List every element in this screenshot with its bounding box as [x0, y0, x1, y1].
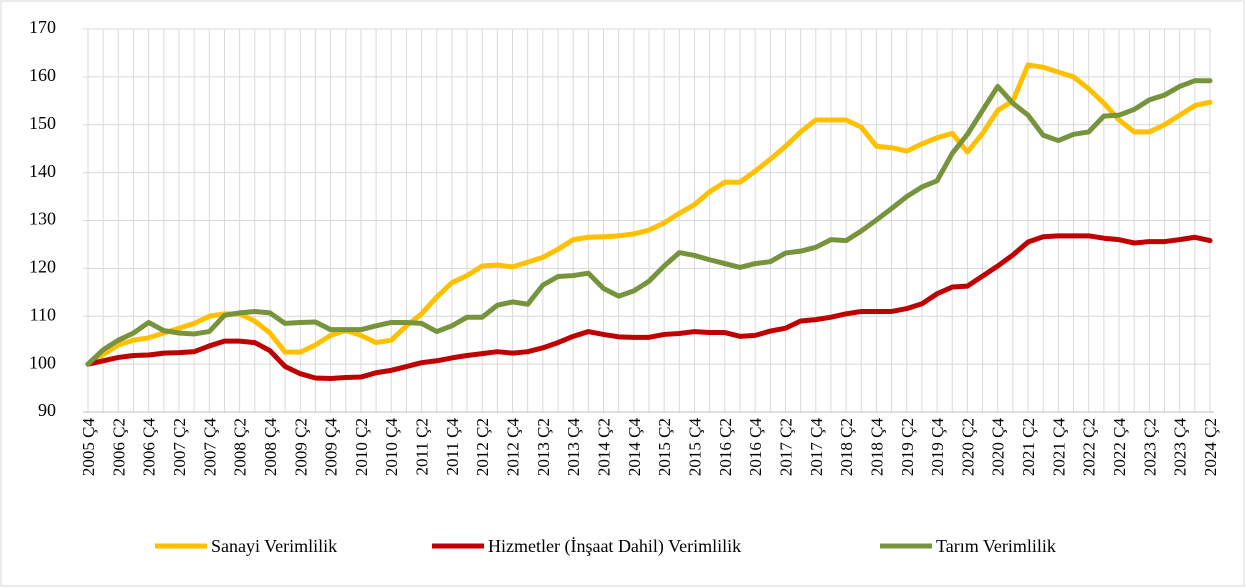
y-tick-label: 100	[29, 352, 56, 372]
x-tick-label: 2010 Ç4	[382, 418, 401, 477]
x-tick-label: 2021 Ç4	[1049, 418, 1068, 477]
x-tick-label: 2006 Ç2	[109, 418, 128, 476]
legend-label: Tarım Verimlilik	[936, 536, 1056, 556]
x-tick-label: 2022 Ç2	[1080, 418, 1099, 476]
x-tick-label: 2023 Ç4	[1171, 418, 1190, 477]
x-tick-label: 2011 Ç4	[443, 418, 462, 476]
x-tick-label: 2014 Ç2	[595, 418, 614, 476]
line-series	[85, 233, 1213, 381]
legend-label: Sanayi Verimlilik	[211, 536, 337, 556]
x-tick-label: 2024 Ç2	[1201, 418, 1220, 476]
y-tick-label: 160	[29, 65, 56, 85]
x-tick-label: 2009 Ç2	[291, 418, 310, 476]
x-tick-label: 2011 Ç2	[413, 418, 432, 475]
x-tick-label: 2005 Ç4	[79, 418, 98, 477]
x-tick-label: 2014 Ç4	[625, 418, 644, 477]
x-tick-label: 2013 Ç4	[564, 418, 583, 477]
x-tick-label: 2015 Ç4	[685, 418, 704, 477]
x-tick-label: 2023 Ç2	[1140, 418, 1159, 476]
x-tick-label: 2007 Ç4	[200, 418, 219, 477]
x-tick-label: 2010 Ç2	[352, 418, 371, 476]
x-tick-label: 2016 Ç2	[716, 418, 735, 476]
y-tick-label: 120	[29, 257, 56, 277]
y-tick-label: 140	[29, 161, 56, 181]
x-tick-label: 2017 Ç4	[807, 418, 826, 477]
x-tick-label: 2021 Ç2	[1019, 418, 1038, 476]
x-tick-label: 2015 Ç2	[655, 418, 674, 476]
x-tick-label: 2019 Ç2	[898, 418, 917, 476]
x-tick-label: 2009 Ç4	[322, 418, 341, 477]
line-series	[85, 78, 1213, 367]
x-tick-label: 2019 Ç4	[928, 418, 947, 477]
x-tick-label: 2022 Ç4	[1110, 418, 1129, 477]
x-tick-label: 2020 Ç4	[989, 418, 1008, 477]
x-tick-label: 2017 Ç2	[776, 418, 795, 476]
x-tick-label: 2012 Ç4	[504, 418, 523, 477]
legend-label: Hizmetler (İnşaat Dahil) Verimlilik	[488, 536, 741, 557]
x-tick-label: 2012 Ç2	[473, 418, 492, 476]
y-tick-label: 90	[38, 400, 56, 420]
x-tick-label: 2016 Ç4	[746, 418, 765, 477]
x-tick-label: 2018 Ç2	[837, 418, 856, 476]
line-series	[85, 62, 1213, 367]
y-tick-label: 110	[30, 304, 56, 324]
x-tick-label: 2008 Ç4	[261, 418, 280, 477]
y-tick-label: 170	[29, 17, 56, 37]
x-tick-label: 2020 Ç2	[958, 418, 977, 476]
x-tick-label: 2007 Ç2	[170, 418, 189, 476]
y-tick-label: 150	[29, 113, 56, 133]
x-tick-label: 2008 Ç2	[231, 418, 250, 476]
y-tick-label: 130	[29, 209, 56, 229]
x-tick-label: 2013 Ç2	[534, 418, 553, 476]
x-tick-label: 2006 Ç4	[140, 418, 159, 477]
x-tick-label: 2018 Ç4	[867, 418, 886, 477]
